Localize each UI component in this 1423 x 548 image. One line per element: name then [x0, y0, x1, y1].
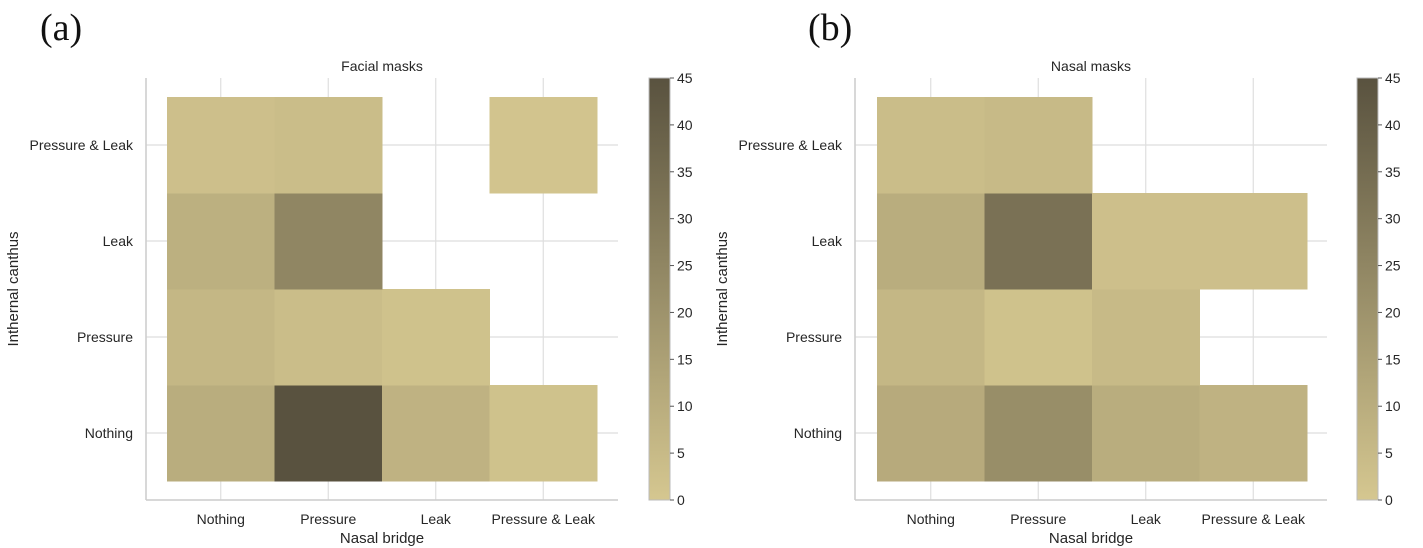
heatmap-cell — [877, 97, 985, 194]
y-axis-label: Inthernal canthus — [5, 231, 22, 346]
colorbar-tick-label: 30 — [677, 211, 693, 227]
colorbar-tick-label: 5 — [677, 445, 685, 461]
heatmap-cell — [274, 97, 383, 194]
heatmap-cell — [274, 289, 383, 386]
colorbar-tick-label: 20 — [1385, 304, 1401, 320]
heatmap-cell — [1092, 385, 1200, 482]
heatmap-cell — [984, 289, 1093, 386]
chart-title: Facial masks — [341, 58, 423, 74]
x-tick-label: Pressure — [300, 511, 356, 527]
x-axis-label: Nasal bridge — [1049, 530, 1133, 547]
colorbar-tick-label: 25 — [677, 258, 693, 274]
heatmap-cell — [167, 97, 275, 194]
x-tick-label: Nothing — [197, 511, 245, 527]
heatmap-cell — [489, 385, 598, 482]
y-tick-label: Pressure — [786, 329, 842, 345]
heatmap-cell — [1092, 193, 1200, 290]
colorbar-tick-label: 25 — [1385, 258, 1401, 274]
heatmap-cell — [274, 385, 383, 482]
colorbar-tick-label: 10 — [677, 398, 693, 414]
y-tick-label: Pressure & Leak — [30, 137, 134, 153]
colorbar-tick-label: 40 — [677, 117, 693, 133]
y-tick-label: Nothing — [85, 425, 133, 441]
heatmap-cell — [382, 385, 490, 482]
colorbar-tick-label: 10 — [1385, 398, 1401, 414]
heatmap-cell — [1092, 289, 1200, 386]
heatmap-cell — [984, 97, 1093, 194]
y-tick-label: Pressure — [77, 329, 133, 345]
heatmap-cell — [274, 193, 383, 290]
heatmap-cell — [167, 193, 275, 290]
x-tick-label: Leak — [1131, 511, 1162, 527]
colorbar-tick-label: 35 — [677, 164, 693, 180]
y-tick-label: Pressure & Leak — [739, 137, 843, 153]
colorbar-tick-label: 0 — [1385, 492, 1393, 508]
colorbar-tick-label: 45 — [677, 70, 693, 86]
heatmap-cell — [984, 385, 1093, 482]
x-tick-label: Pressure — [1010, 511, 1066, 527]
heatmap-cell — [1199, 193, 1308, 290]
chart-title: Nasal masks — [1051, 58, 1131, 74]
panel-label-b: (b) — [808, 7, 853, 49]
panel-label-a: (a) — [40, 7, 83, 49]
heatmap-cell — [1199, 385, 1308, 482]
y-tick-label: Nothing — [794, 425, 842, 441]
colorbar-tick-label: 40 — [1385, 117, 1401, 133]
y-tick-label: Leak — [103, 233, 134, 249]
heatmap-cell — [489, 97, 598, 194]
colorbar-tick-label: 30 — [1385, 211, 1401, 227]
colorbar — [648, 77, 671, 501]
x-axis-label: Nasal bridge — [340, 530, 424, 547]
x-tick-label: Nothing — [907, 511, 955, 527]
colorbar-tick-label: 35 — [1385, 164, 1401, 180]
colorbar — [1356, 77, 1379, 501]
colorbar-tick-label: 45 — [1385, 70, 1401, 86]
y-tick-label: Leak — [812, 233, 843, 249]
y-axis-label: Inthernal canthus — [714, 231, 731, 346]
heatmap-cell — [877, 193, 985, 290]
colorbar-tick-label: 0 — [677, 492, 685, 508]
colorbar-tick-label: 15 — [677, 351, 693, 367]
colorbar-tick-label: 15 — [1385, 351, 1401, 367]
heatmap-cell — [877, 385, 985, 482]
colorbar-tick-label: 5 — [1385, 445, 1393, 461]
heatmap-cell — [877, 289, 985, 386]
heatmap-cell — [167, 289, 275, 386]
heatmap-cell — [382, 289, 490, 386]
colorbar-tick-label: 20 — [677, 304, 693, 320]
x-tick-label: Pressure & Leak — [1202, 511, 1306, 527]
x-tick-label: Leak — [421, 511, 452, 527]
heatmap-cell — [167, 385, 275, 482]
heatmap-cell — [984, 193, 1093, 290]
x-tick-label: Pressure & Leak — [492, 511, 596, 527]
